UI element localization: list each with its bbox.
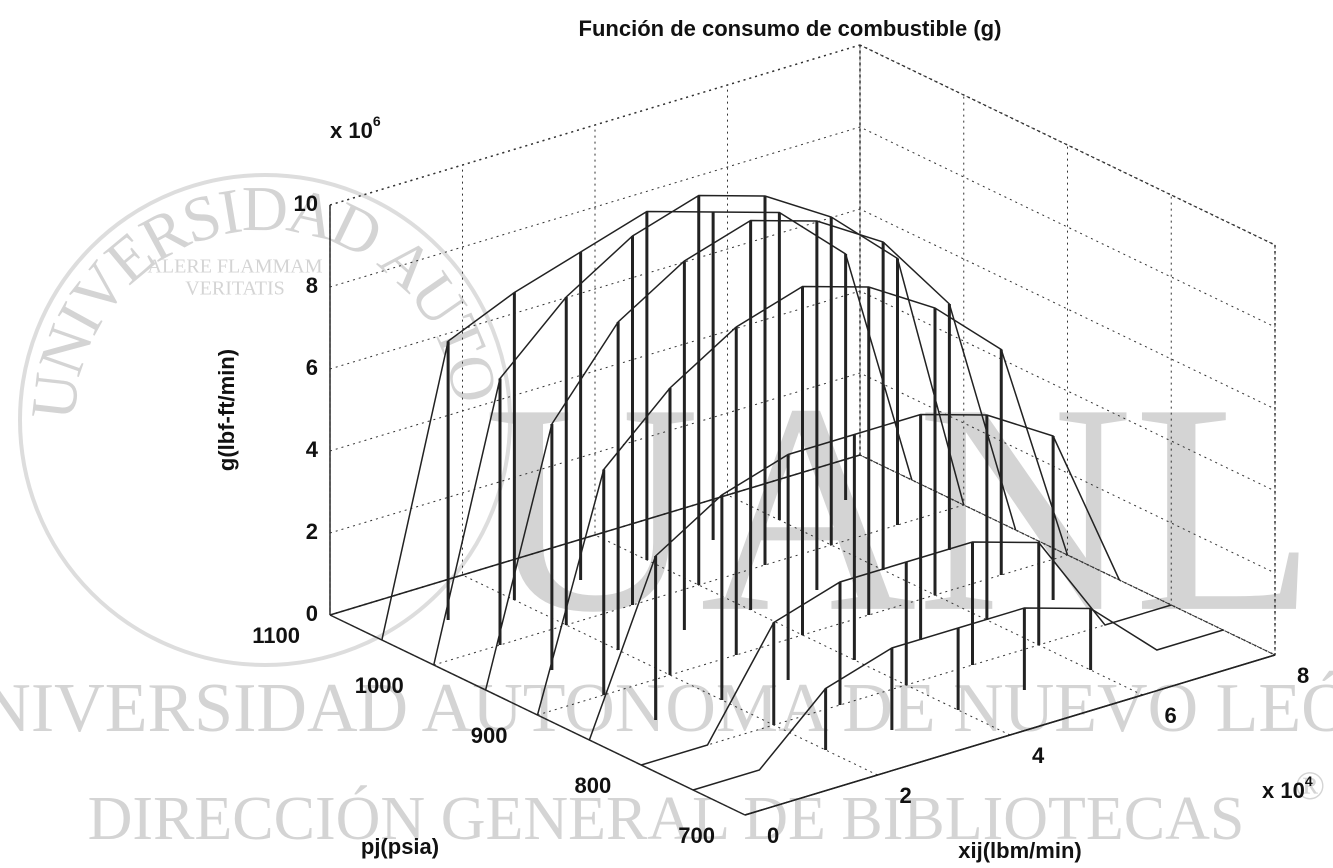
watermark-ring-label: UNIVERSIDAD AUTONOMA DE NUEVO LEON [0,0,512,423]
z-tick-label: 2 [306,519,318,544]
x-tick-label: 2 [900,783,912,808]
x-tick-label: 8 [1297,663,1309,688]
z-tick-label: 10 [294,191,318,216]
watermark-logo: UANL [483,342,1316,674]
x-tick-label: 4 [1032,743,1045,768]
x-multiplier-base: x 10 [1262,778,1305,803]
z-tick-label: 0 [306,601,318,626]
z-tick-label: 8 [306,273,318,298]
y-tick-label: 900 [471,723,508,748]
y-tick-label: 700 [678,823,715,848]
wall-edge [860,45,1275,245]
watermark-line: UNIVERSIDAD AUTONOMA DE NUEVO LEÓN [0,670,1333,747]
chart: UNIVERSIDAD AUTONOMA DE NUEVO LEON ALERE… [0,0,1333,868]
x-tick-label: 6 [1165,703,1177,728]
watermark-motto: ALERE FLAMMAM [147,256,322,278]
x-tick-label: 0 [767,823,779,848]
z-multiplier-exponent: 6 [373,113,381,129]
y-tick-label: 1100 [252,623,300,648]
grid-line [330,45,1275,245]
y-tick-label: 800 [575,773,612,798]
x-axis-label: xij(lbm/min) [958,838,1081,863]
watermark-ring-text: UNIVERSIDAD AUTONOMA DE NUEVO LEON [0,0,512,423]
x-multiplier-exponent: 4 [1305,773,1313,789]
y-tick-label: 1000 [355,673,404,698]
z-tick-label: 4 [306,437,319,462]
chart-title: Función de consumo de combustible (g) [579,16,1002,41]
watermark: UNIVERSIDAD AUTONOMA DE NUEVO LEON ALERE… [0,0,1333,853]
y-axis-label: pj(psia) [361,834,439,859]
z-axis-label: g(lbf-ft/min) [214,349,239,471]
z-tick-label: 6 [306,355,318,380]
z-multiplier: x 106 [330,113,381,143]
z-multiplier-base: x 10 [330,118,373,143]
watermark-motto: VERITATIS [185,278,285,300]
